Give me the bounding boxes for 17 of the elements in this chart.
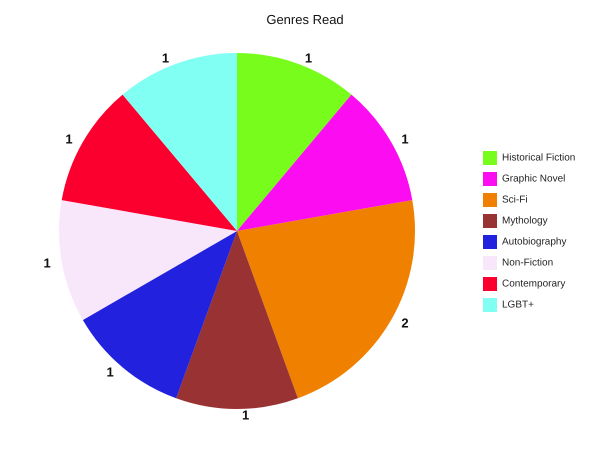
chart-title: Genres Read [266,12,344,27]
data-label: 1 [242,408,250,422]
data-label: 1 [162,50,170,66]
legend-label: Sci-Fi [502,194,528,206]
legend-label: Historical Fiction [502,152,576,164]
legend-label: Non-Fiction [502,258,554,268]
data-label: 1 [106,364,114,380]
data-label: 1 [401,132,409,146]
data-label: 2 [401,316,409,330]
data-label: 1 [44,255,51,270]
legend-label: Autobiography [502,236,566,248]
legend-label: Mythology [502,216,548,226]
legend-label: LGBT+ [502,300,534,310]
data-label: 1 [304,50,312,66]
data-label: 1 [65,132,73,146]
legend-label: Contemporary [502,278,566,290]
legend-label: Graphic Novel [502,174,566,184]
